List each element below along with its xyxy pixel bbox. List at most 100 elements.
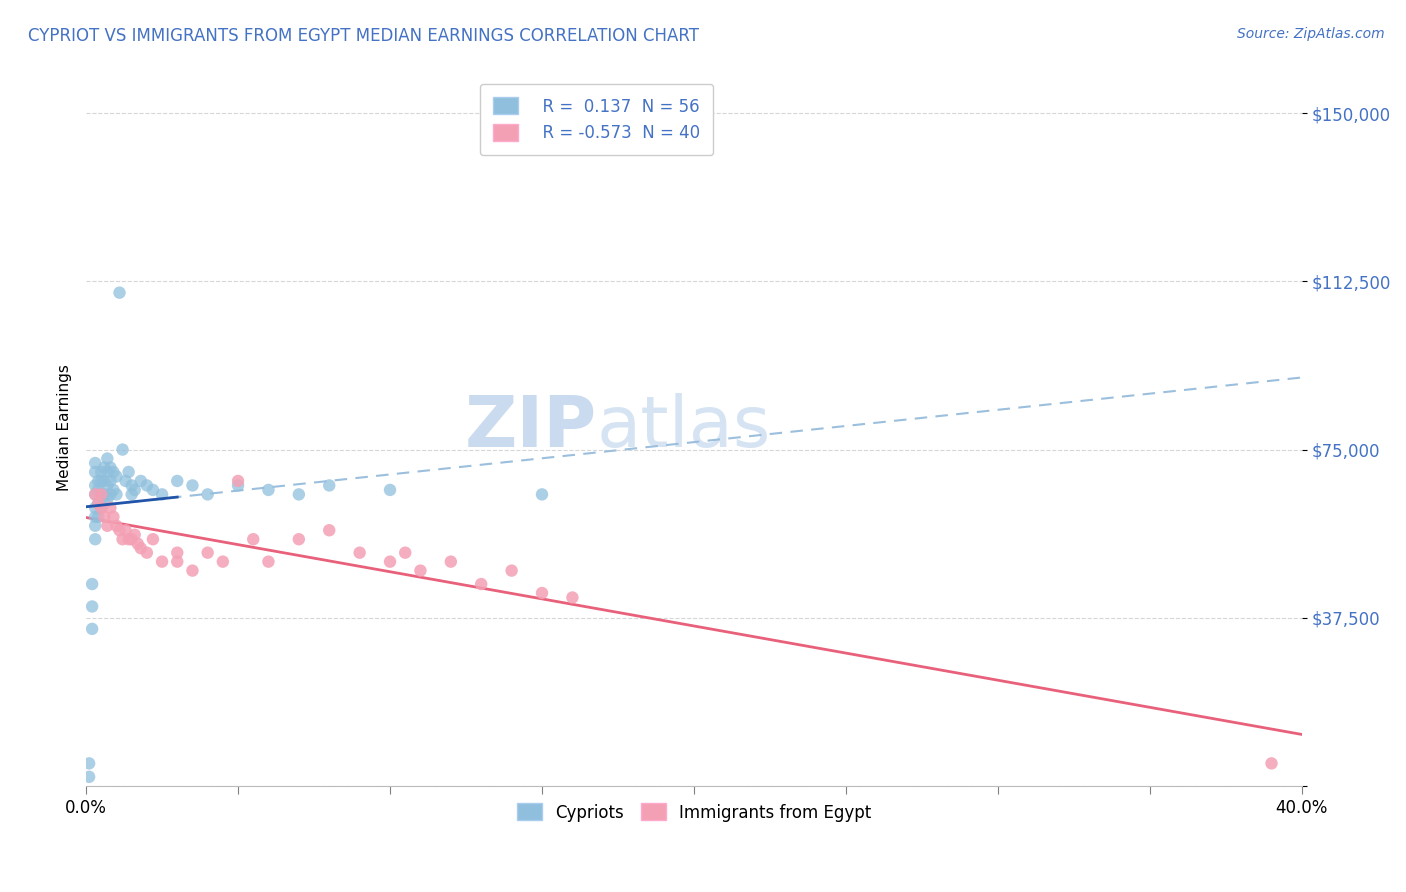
Point: [1260, 756, 1282, 771]
Point: [90, 465, 112, 479]
Point: [129, 474, 152, 488]
Point: [166, 474, 188, 488]
Point: [84, 478, 107, 492]
Point: [100, 500, 122, 515]
Point: [90, 500, 112, 515]
Point: [103, 483, 125, 497]
Point: [90, 487, 112, 501]
Point: [181, 564, 204, 578]
Point: [135, 546, 157, 560]
Point: [121, 487, 143, 501]
Point: [124, 483, 146, 497]
Point: [318, 523, 340, 537]
Point: [440, 555, 463, 569]
Point: [96, 491, 118, 506]
Point: [105, 487, 128, 501]
Point: [90, 500, 112, 515]
Point: [100, 487, 122, 501]
Point: [121, 533, 143, 547]
Point: [93, 460, 115, 475]
Point: [111, 442, 134, 457]
Point: [77, 770, 100, 784]
Point: [87, 474, 110, 488]
Point: [211, 555, 233, 569]
Point: [82, 622, 104, 636]
Point: [124, 527, 146, 541]
Point: [93, 496, 115, 510]
Point: [394, 546, 416, 560]
Legend: Cypriots, Immigrants from Egypt: Cypriots, Immigrants from Egypt: [503, 790, 884, 835]
Point: [87, 509, 110, 524]
Point: [84, 487, 107, 501]
Point: [100, 474, 122, 488]
Point: [135, 478, 157, 492]
Point: [90, 487, 112, 501]
Point: [318, 478, 340, 492]
Point: [82, 577, 104, 591]
Text: Source: ZipAtlas.com: Source: ZipAtlas.com: [1237, 27, 1385, 41]
Point: [82, 599, 104, 614]
Point: [530, 586, 553, 600]
Text: atlas: atlas: [596, 392, 770, 462]
Point: [257, 483, 280, 497]
Point: [501, 564, 523, 578]
Point: [96, 478, 118, 492]
Point: [84, 487, 107, 501]
Point: [226, 478, 249, 492]
Point: [181, 478, 204, 492]
Point: [530, 487, 553, 501]
Point: [197, 487, 219, 501]
Point: [103, 509, 125, 524]
Point: [87, 483, 110, 497]
Point: [129, 541, 152, 556]
Point: [288, 533, 311, 547]
Point: [117, 533, 139, 547]
Point: [409, 564, 432, 578]
Point: [93, 487, 115, 501]
Point: [117, 465, 139, 479]
Point: [84, 518, 107, 533]
Point: [288, 487, 311, 501]
Point: [87, 496, 110, 510]
Point: [142, 533, 165, 547]
Point: [93, 474, 115, 488]
Point: [378, 483, 401, 497]
Point: [242, 533, 264, 547]
Point: [96, 465, 118, 479]
Point: [87, 496, 110, 510]
Point: [105, 469, 128, 483]
Point: [108, 285, 131, 300]
Point: [93, 509, 115, 524]
Point: [84, 465, 107, 479]
Point: [114, 523, 136, 537]
Point: [197, 546, 219, 560]
Point: [84, 500, 107, 515]
Point: [121, 478, 143, 492]
Point: [77, 756, 100, 771]
Point: [150, 487, 173, 501]
Point: [142, 483, 165, 497]
Point: [226, 474, 249, 488]
Point: [84, 456, 107, 470]
Text: CYPRIOT VS IMMIGRANTS FROM EGYPT MEDIAN EARNINGS CORRELATION CHART: CYPRIOT VS IMMIGRANTS FROM EGYPT MEDIAN …: [28, 27, 699, 45]
Point: [349, 546, 371, 560]
Point: [257, 555, 280, 569]
Point: [470, 577, 492, 591]
Point: [103, 465, 125, 479]
Point: [166, 555, 188, 569]
Point: [96, 518, 118, 533]
Y-axis label: Median Earnings: Median Earnings: [58, 364, 72, 491]
Point: [378, 555, 401, 569]
Point: [84, 533, 107, 547]
Point: [96, 451, 118, 466]
Point: [166, 546, 188, 560]
Point: [114, 474, 136, 488]
Point: [127, 537, 149, 551]
Point: [111, 533, 134, 547]
Point: [108, 523, 131, 537]
Point: [100, 460, 122, 475]
Text: ZIP: ZIP: [464, 392, 596, 462]
Point: [105, 518, 128, 533]
Point: [84, 509, 107, 524]
Point: [561, 591, 583, 605]
